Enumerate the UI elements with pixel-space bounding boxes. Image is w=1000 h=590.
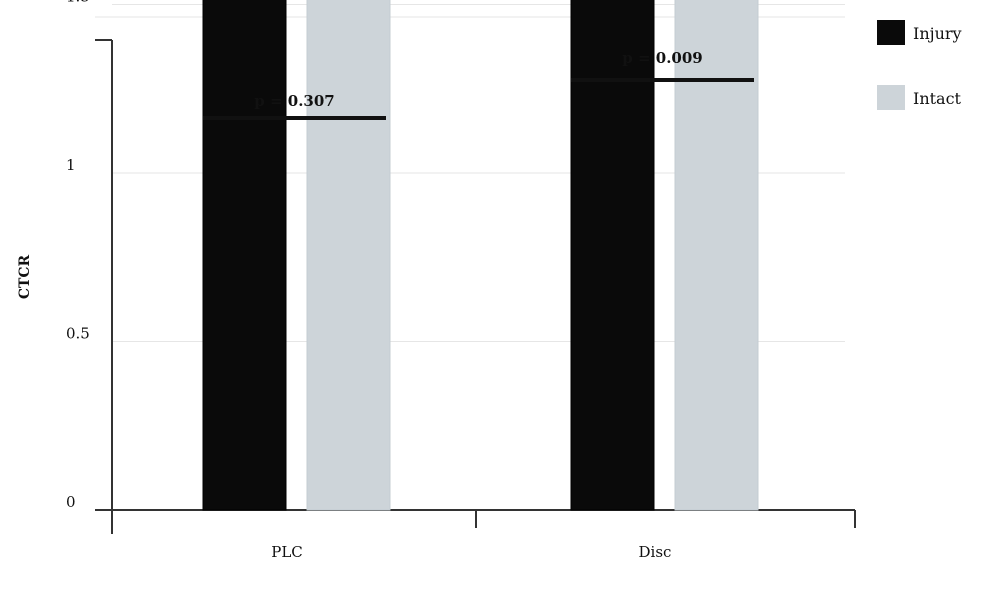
y-tick-label: 0.5 — [66, 325, 90, 343]
p-value-annotation: p = 0.307 — [254, 92, 334, 110]
y-tick-label: 1.5 — [66, 0, 90, 6]
x-tick-label: PLC — [271, 543, 303, 561]
bar-intact-plc — [306, 0, 391, 511]
bar-injury-plc — [202, 0, 287, 511]
bar-intact-disc — [674, 0, 759, 511]
bar-injury-disc — [570, 0, 655, 511]
y-tick-label: 0 — [66, 493, 76, 511]
legend-swatch-injury — [877, 20, 905, 45]
x-tick-label: Disc — [639, 543, 672, 561]
legend-label: Intact — [913, 89, 962, 108]
y-axis-label: CTCR — [17, 254, 33, 299]
y-tick-label: 1 — [66, 156, 76, 174]
legend-swatch-intact — [877, 85, 905, 110]
p-value-annotation: p = 0.009 — [622, 49, 702, 67]
legend-label: Injury — [913, 24, 962, 43]
